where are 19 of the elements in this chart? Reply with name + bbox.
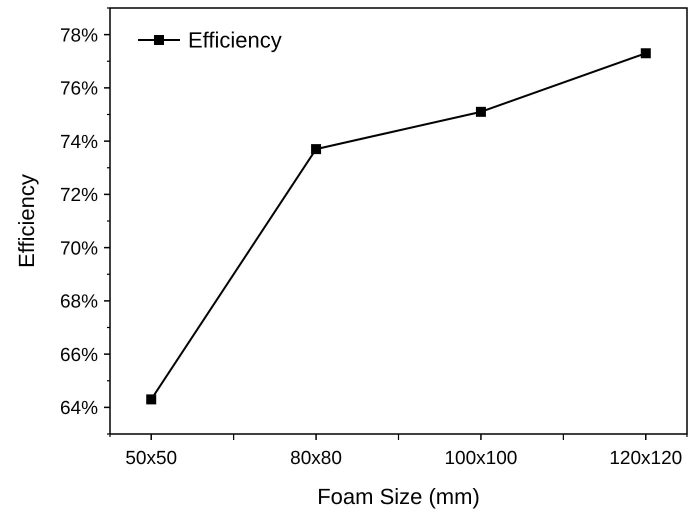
point [146, 394, 156, 404]
y-tick-label: 66% [60, 344, 98, 366]
point [476, 106, 486, 117]
y-tick-label: 76% [60, 78, 98, 100]
y-axis-title: Efficiency [14, 174, 39, 268]
y-tick-label: 70% [60, 238, 98, 260]
x-tick-label: 50x50 [125, 448, 178, 469]
point [311, 144, 322, 154]
point [640, 48, 651, 58]
x-tick-label: 80x80 [290, 448, 342, 469]
x-tick-label: 120x120 [609, 448, 682, 469]
y-tick-label: 72% [60, 185, 98, 206]
x-tick-label: 100x100 [444, 448, 518, 469]
x-axis-title: Foam Size (mm) [317, 484, 480, 509]
y-tick-label: 68% [60, 292, 98, 313]
y-tick-label: 64% [60, 398, 98, 420]
y-tick-label: 74% [60, 132, 98, 153]
y-tick-label: 78% [60, 25, 98, 46]
legend-label: Efficiency [188, 28, 282, 53]
